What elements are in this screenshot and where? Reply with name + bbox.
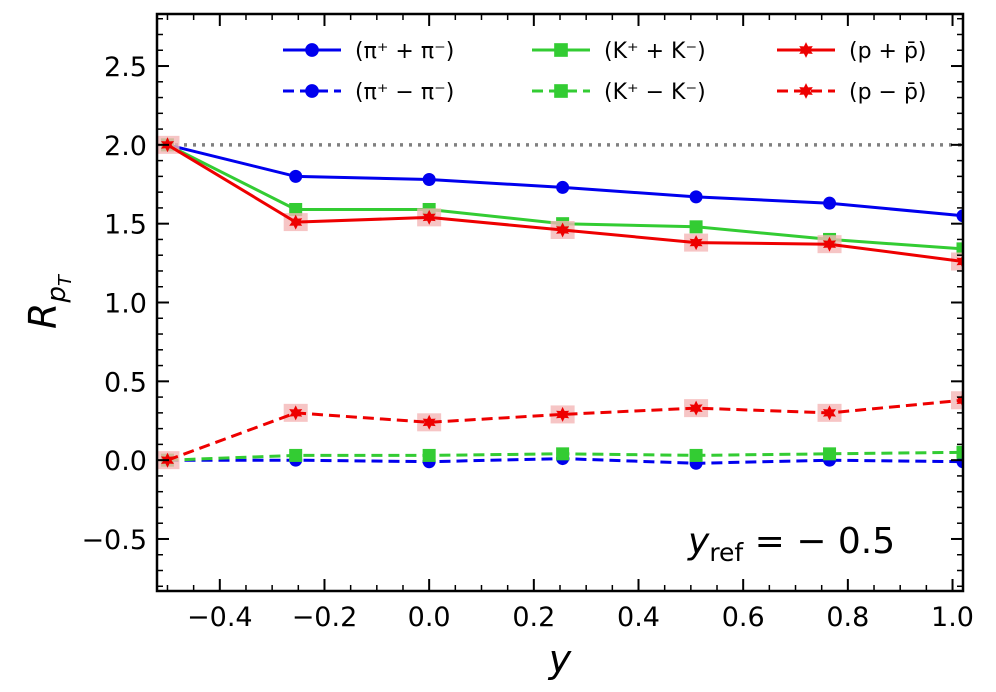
data-point — [556, 222, 570, 238]
data-point — [956, 242, 963, 256]
series-4 — [157, 135, 963, 271]
data-point — [689, 448, 703, 462]
data-point — [689, 400, 703, 416]
x-axis-label: y — [548, 637, 572, 681]
data-point — [289, 214, 303, 230]
legend-entry: (K⁺ + K⁻) — [532, 39, 706, 64]
legend-entry: (π⁺ + π⁻) — [283, 39, 454, 64]
legend-marker — [305, 84, 319, 98]
data-point — [289, 405, 303, 421]
x-tick-label: 0.4 — [617, 602, 660, 633]
legend-label: (p − p̄) — [849, 80, 927, 105]
legend-label: (K⁺ − K⁻) — [604, 80, 706, 105]
x-tick-label: 0.0 — [408, 602, 451, 633]
data-point — [823, 447, 837, 461]
y-tick-label: −0.5 — [81, 525, 147, 556]
data-point — [556, 447, 570, 461]
data-point — [823, 236, 836, 252]
legend-marker — [554, 43, 568, 57]
data-point — [289, 448, 303, 462]
data-point — [689, 235, 703, 251]
x-tick-label: −0.4 — [187, 602, 253, 633]
legend-entry: (π⁺ − π⁻) — [283, 80, 454, 105]
data-point — [689, 190, 703, 204]
legend-label: (p + p̄) — [849, 39, 927, 64]
legend-entry: (p − p̄) — [777, 80, 927, 105]
legend-marker — [799, 42, 813, 58]
y-tick-label: 2.5 — [104, 52, 147, 83]
data-point — [556, 406, 570, 422]
plot-frame — [155, 12, 965, 593]
legend-marker — [305, 43, 319, 57]
legend: (π⁺ + π⁻) (π⁺ − π⁻) (K⁺ + K⁻) (K⁺ − K⁻) (p +… — [283, 39, 927, 105]
data-point — [956, 254, 963, 269]
data-point — [823, 405, 836, 421]
y-tick-label: 2.0 — [104, 131, 147, 162]
legend-entry: (p + p̄) — [777, 39, 927, 64]
y-axis-label: RpT — [21, 273, 76, 329]
x-tick-label: 0.2 — [512, 602, 555, 633]
x-tick-label: 0.6 — [722, 602, 765, 633]
y-tick-label: 0.0 — [104, 446, 147, 477]
legend-label: (K⁺ + K⁻) — [604, 39, 706, 64]
y-tick-label: 0.5 — [104, 367, 147, 398]
data-point — [823, 196, 837, 210]
data-point — [956, 445, 963, 459]
data-point — [556, 180, 570, 194]
legend-entry: (K⁺ − K⁻) — [532, 80, 706, 105]
legend-label: (π⁺ + π⁻) — [355, 39, 454, 64]
x-tick-label: 0.8 — [826, 602, 869, 633]
series-0 — [160, 138, 963, 223]
data-point — [422, 173, 436, 187]
data-point — [422, 209, 436, 225]
legend-marker — [799, 83, 813, 99]
x-tick-label: −0.2 — [292, 602, 358, 633]
data-point — [289, 202, 303, 216]
legend-label: (π⁺ − π⁻) — [355, 80, 454, 105]
y-tick-label: 1.5 — [104, 210, 147, 241]
legend-marker — [554, 84, 568, 98]
data-point — [422, 414, 436, 430]
yref-annotation: yref = − 0.5 — [687, 521, 895, 567]
x-tick-label: 1.0 — [931, 602, 974, 633]
series-5 — [157, 391, 963, 470]
data-point — [422, 448, 436, 462]
data-point — [956, 209, 963, 223]
data-point — [289, 169, 303, 183]
y-tick-label: 1.0 — [104, 289, 147, 320]
data-point — [689, 220, 703, 234]
